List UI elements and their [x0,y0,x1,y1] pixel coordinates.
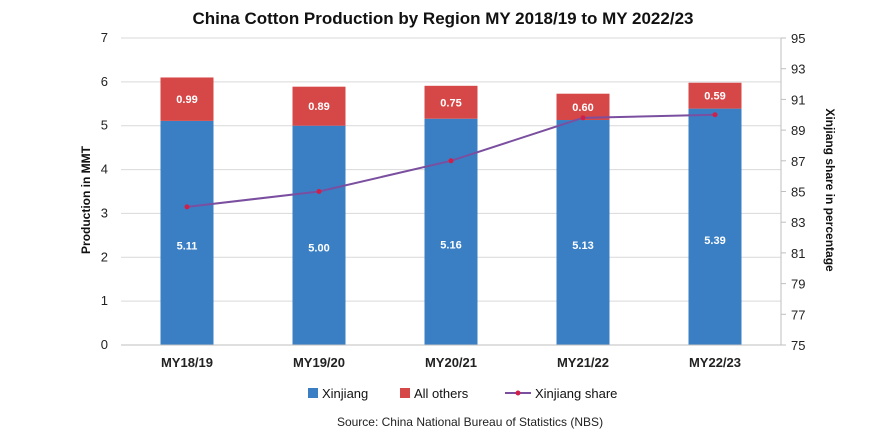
share-point [184,204,190,210]
y2-axis-ticks: 75 77 79 81 83 85 87 89 91 93 95 [791,31,805,353]
data-label: 0.60 [572,102,593,114]
y-tick-label: 7 [101,30,108,45]
legend-marker [515,390,521,396]
y-tick-label: 6 [101,74,108,89]
y-tick-label: 5 [101,118,108,133]
y2-axis-title: Xinjiang share in percentage [823,108,837,272]
y-tick-label: 1 [101,293,108,308]
bar-xinjiang [688,108,742,345]
bar-all-others [160,77,214,121]
x-tick-label: MY19/20 [293,355,345,370]
y2-tick-label: 79 [791,277,805,292]
bar-all-others [424,85,478,119]
bar-all-others [292,86,346,126]
y2-tick-label: 75 [791,338,805,353]
y2-tick-label: 95 [791,31,805,46]
data-label: 5.00 [308,242,329,254]
bar-xinjiang [292,125,346,345]
y2-tick-label: 87 [791,154,805,169]
data-label: 0.75 [440,97,461,109]
y-tick-label: 4 [101,162,108,177]
x-axis-ticks: MY18/19 MY19/20 MY20/21 MY21/22 MY22/23 [161,355,741,370]
y-axis-ticks: 0 1 2 3 4 5 6 7 [101,30,108,352]
share-point [580,115,586,121]
legend-label: Xinjiang [322,386,368,401]
x-tick-label: MY20/21 [425,355,477,370]
data-label: 5.16 [440,239,461,251]
y-tick-label: 2 [101,249,108,264]
y2-tick-label: 91 [791,92,805,107]
bar-all-others [688,82,742,109]
x-tick-label: MY18/19 [161,355,213,370]
data-label: 0.99 [176,94,197,106]
y2-tick-label: 77 [791,307,805,322]
legend: Xinjiang All others Xinjiang share [308,386,617,401]
bars [160,77,742,346]
data-label: 5.39 [704,235,725,247]
chart-title: China Cotton Production by Region MY 201… [193,9,694,28]
y2-tick-label: 89 [791,123,805,138]
share-line [184,112,718,210]
axes [121,37,786,346]
share-point [316,189,322,194]
data-label: 5.11 [177,240,198,252]
x-tick-label: MY22/23 [689,355,741,370]
y2-tick-label: 93 [791,62,805,77]
y2-tick-label: 85 [791,185,805,200]
share-point [712,112,718,118]
y2-tick-label: 81 [791,246,805,261]
y-axis-title: Production in MMT [79,145,93,254]
y-tick-label: 3 [101,205,108,220]
share-point [448,158,454,164]
bar-xinjiang [556,120,610,346]
y-tick-label: 0 [101,337,108,352]
legend-label: Xinjiang share [535,386,617,401]
legend-swatch [400,388,410,398]
data-label: 0.89 [308,101,329,113]
legend-swatch [308,388,318,398]
legend-label: All others [414,386,469,401]
x-tick-label: MY21/22 [557,355,609,370]
source-note: Source: China National Bureau of Statist… [337,415,603,429]
data-labels: 5.11 0.99 5.00 0.89 5.16 0.75 5.13 0.60 5.39 0.59 [176,91,725,255]
data-label: 0.59 [704,91,725,103]
bar-xinjiang [424,118,478,345]
data-label: 5.13 [572,240,593,252]
y2-tick-label: 83 [791,215,805,230]
bar-xinjiang [160,120,214,345]
